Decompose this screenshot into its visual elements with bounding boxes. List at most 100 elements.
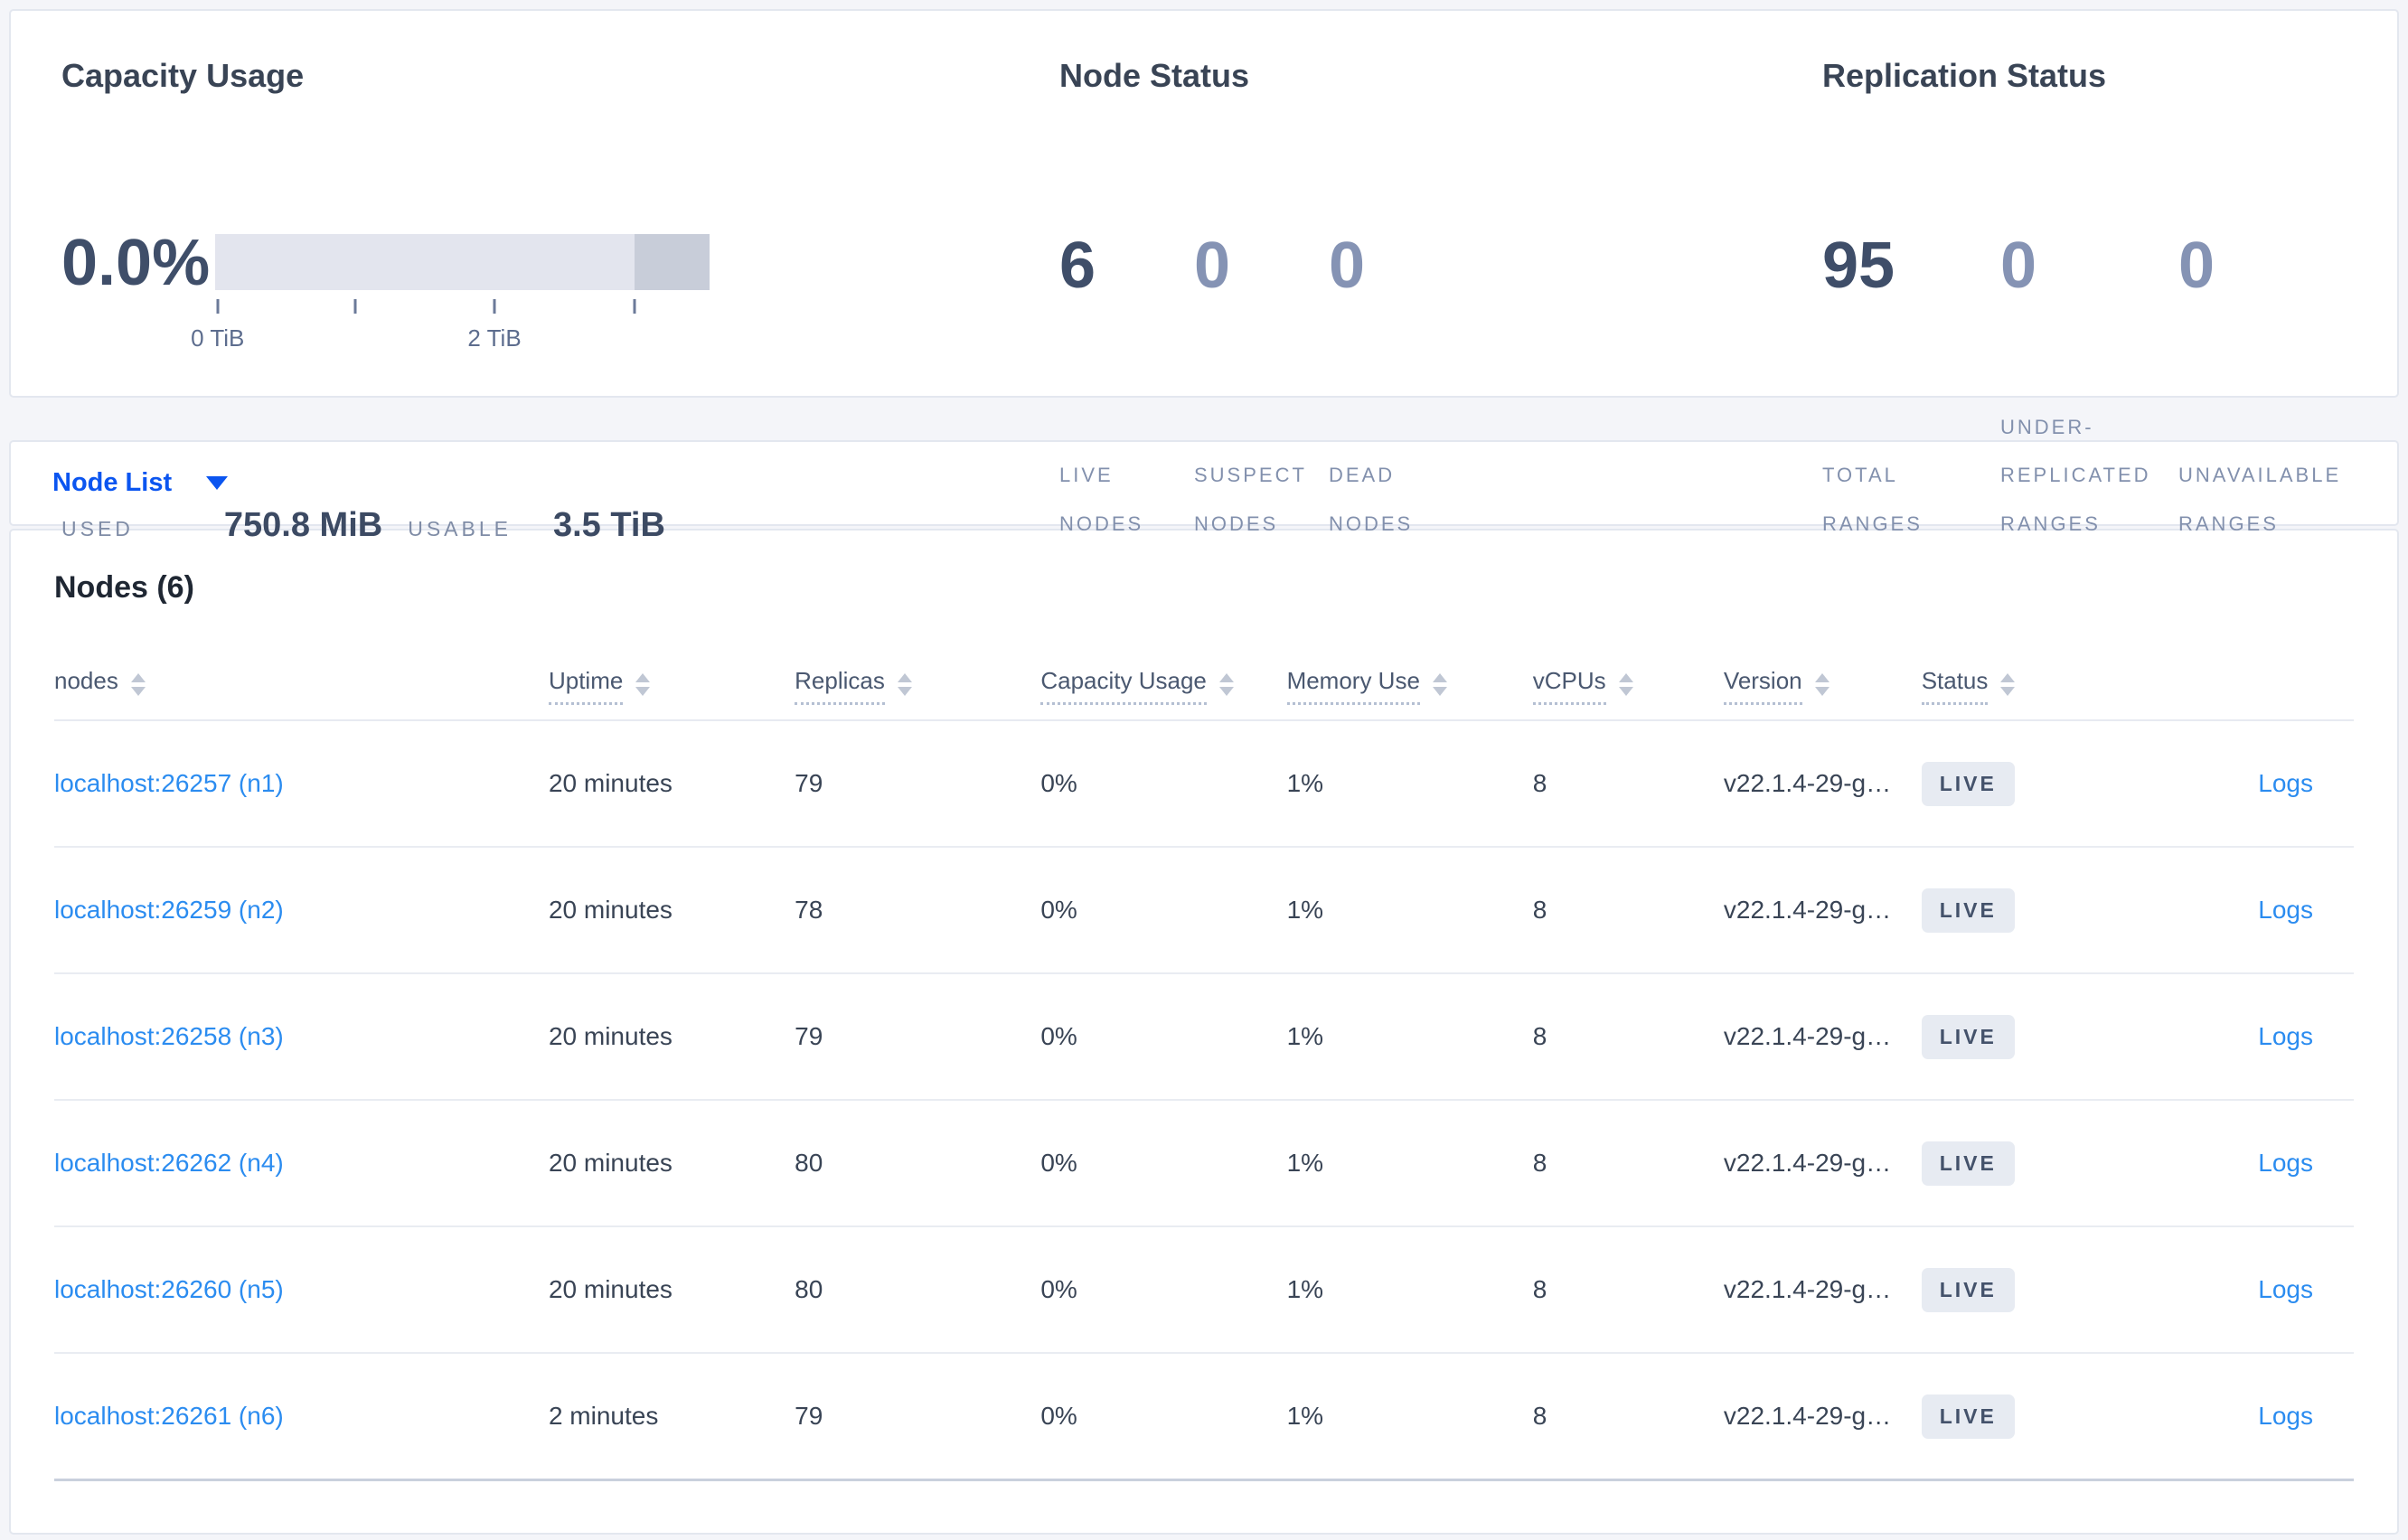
version-cell: v22.1.4-29-g… <box>1723 1100 1922 1228</box>
memory-cell: 1% <box>1286 1226 1533 1355</box>
sort-icon <box>1618 673 1633 697</box>
table-row: localhost:26259 (n2) 20 minutes 78 0% 1%… <box>54 847 2354 975</box>
memory-cell: 1% <box>1286 847 1533 975</box>
vcpus-cell: 8 <box>1532 1353 1724 1481</box>
memory-cell: 1% <box>1286 1353 1533 1481</box>
logs-link[interactable]: Logs <box>2258 1149 2313 1178</box>
nodes-table: nodes Uptime Replicas Capacity Usage Mem… <box>54 653 2354 1481</box>
nodes-table-title: Nodes (6) <box>54 570 194 605</box>
live-nodes-value: 6 <box>1059 230 1096 303</box>
logs-link[interactable]: Logs <box>2258 769 2313 798</box>
capacity-cell: 0% <box>1040 1226 1287 1355</box>
uptime-cell: 20 minutes <box>548 847 795 975</box>
column-header-memory-use[interactable]: Memory Use <box>1286 653 1533 722</box>
table-row: localhost:26260 (n5) 20 minutes 80 0% 1%… <box>54 1226 2354 1355</box>
usable-label: USABLE <box>408 517 512 541</box>
column-header-uptime[interactable]: Uptime <box>548 653 795 722</box>
column-header-capacity-usage[interactable]: Capacity Usage <box>1040 653 1287 722</box>
node-list-dropdown[interactable]: Node List <box>52 468 229 498</box>
replicas-cell: 80 <box>795 1100 1041 1228</box>
replicas-cell: 78 <box>795 847 1041 975</box>
replicas-cell: 80 <box>795 1226 1041 1355</box>
node-status-stats: 6 LIVE NODES 0 SUSPECT NODES 0 DEAD NODE… <box>1059 230 1782 549</box>
column-header-version[interactable]: Version <box>1723 653 1922 722</box>
status-badge: LIVE <box>1921 1014 2015 1059</box>
table-row: localhost:26261 (n6) 2 minutes 79 0% 1% … <box>54 1353 2354 1481</box>
logs-link[interactable]: Logs <box>2258 1402 2313 1431</box>
under-replicated-value: 0 <box>2000 230 2037 303</box>
under-replicated-label: UNDER-REPLICATED RANGES <box>2000 415 2151 536</box>
node-link[interactable]: localhost:26257 (n1) <box>54 769 284 798</box>
vcpus-cell: 8 <box>1532 1100 1724 1228</box>
logs-link[interactable]: Logs <box>2258 1022 2313 1051</box>
under-replicated-stat: 0 UNDER-REPLICATED RANGES <box>2000 230 2178 549</box>
capacity-used-percent: 0.0% <box>61 227 211 300</box>
status-badge: LIVE <box>1921 887 2015 933</box>
node-link[interactable]: localhost:26258 (n3) <box>54 1022 284 1051</box>
used-value: 750.8 MiB <box>223 506 383 545</box>
capacity-tick-label: 0 TiB <box>191 324 245 352</box>
capacity-usage-section: Capacity Usage 0.0% 0 TiB 2 TiB USED 750… <box>61 56 1020 544</box>
uptime-cell: 20 minutes <box>548 720 795 849</box>
column-header-logs-spacer <box>2112 653 2354 722</box>
capacity-cell: 0% <box>1040 847 1287 975</box>
memory-cell: 1% <box>1286 973 1533 1102</box>
version-cell: v22.1.4-29-g… <box>1723 847 1922 975</box>
node-link[interactable]: localhost:26260 (n5) <box>54 1275 284 1304</box>
view-selector-bar: Node List <box>9 440 2399 526</box>
total-ranges-label: TOTAL RANGES <box>1822 464 1923 536</box>
status-badge: LIVE <box>1921 1141 2015 1186</box>
capacity-bar-segment <box>634 234 710 291</box>
capacity-tick-label: 2 TiB <box>467 324 522 352</box>
node-link[interactable]: localhost:26262 (n4) <box>54 1149 284 1178</box>
replicas-cell: 79 <box>795 1353 1041 1481</box>
memory-cell: 1% <box>1286 720 1533 849</box>
table-row: localhost:26262 (n4) 20 minutes 80 0% 1%… <box>54 1100 2354 1228</box>
sort-icon <box>1218 673 1234 697</box>
uptime-cell: 20 minutes <box>548 973 795 1102</box>
uptime-cell: 20 minutes <box>548 1226 795 1355</box>
cluster-summary-panel: Capacity Usage 0.0% 0 TiB 2 TiB USED 750… <box>9 9 2401 544</box>
vcpus-cell: 8 <box>1532 847 1724 975</box>
replication-status-section: Replication Status 95 TOTAL RANGES 0 UND… <box>1822 56 2401 535</box>
version-cell: v22.1.4-29-g… <box>1723 1353 1922 1481</box>
suspect-nodes-stat: 0 SUSPECT NODES <box>1194 230 1329 549</box>
uptime-cell: 20 minutes <box>548 1100 795 1228</box>
column-header-vcpus[interactable]: vCPUs <box>1532 653 1724 722</box>
nodes-table-card: Nodes (6) nodes Uptime Replicas <box>9 529 2399 1535</box>
sort-icon <box>2000 673 2016 697</box>
suspect-nodes-label: SUSPECT NODES <box>1194 464 1307 536</box>
replication-stats: 95 TOTAL RANGES 0 UNDER-REPLICATED RANGE… <box>1822 230 2401 549</box>
logs-link[interactable]: Logs <box>2258 896 2313 925</box>
column-header-nodes[interactable]: nodes <box>54 653 549 722</box>
table-header-row: nodes Uptime Replicas Capacity Usage Mem… <box>54 653 2354 722</box>
node-status-title: Node Status <box>1059 57 1250 94</box>
usable-value: 3.5 TiB <box>552 506 665 545</box>
sort-icon <box>130 673 146 697</box>
vcpus-cell: 8 <box>1532 973 1724 1102</box>
unavailable-ranges-value: 0 <box>2178 230 2215 303</box>
logs-link[interactable]: Logs <box>2258 1275 2313 1304</box>
capacity-tick <box>493 299 496 315</box>
column-header-status[interactable]: Status <box>1921 653 2112 722</box>
replicas-cell: 79 <box>795 720 1041 849</box>
capacity-bar-chart: 0 TiB 2 TiB <box>191 234 710 352</box>
column-header-replicas[interactable]: Replicas <box>795 653 1041 722</box>
vcpus-cell: 8 <box>1532 720 1724 849</box>
capacity-usage-title: Capacity Usage <box>61 57 305 94</box>
dead-nodes-value: 0 <box>1329 230 1366 303</box>
total-ranges-value: 95 <box>1822 230 1895 303</box>
used-label: USED <box>61 517 134 541</box>
live-nodes-stat: 6 LIVE NODES <box>1059 230 1194 549</box>
node-link[interactable]: localhost:26261 (n6) <box>54 1402 284 1431</box>
replication-status-title: Replication Status <box>1822 57 2107 94</box>
node-link[interactable]: localhost:26259 (n2) <box>54 896 284 925</box>
sort-icon <box>1814 673 1830 697</box>
status-badge: LIVE <box>1921 1394 2015 1439</box>
sort-icon <box>897 673 912 697</box>
sort-icon <box>635 673 651 697</box>
status-badge: LIVE <box>1921 1267 2015 1312</box>
capacity-cell: 0% <box>1040 1353 1287 1481</box>
version-cell: v22.1.4-29-g… <box>1723 1226 1922 1355</box>
status-badge: LIVE <box>1921 761 2015 806</box>
